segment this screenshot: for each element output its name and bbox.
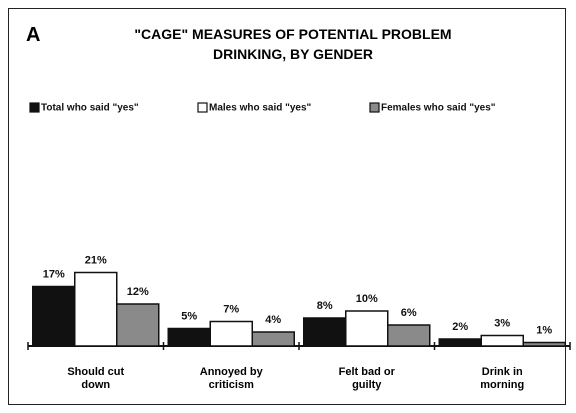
x-label-box: Annoyed by criticism (199, 366, 263, 391)
chart-title: "CAGE" MEASURES OF POTENTIAL PROBLEM DRI… (134, 26, 452, 62)
bar (209, 320, 253, 347)
value-label: 4% (265, 314, 281, 326)
value-label: 8% (317, 300, 333, 312)
frame (8, 8, 566, 405)
bar (32, 285, 76, 347)
x-label-box: Drink in morning (480, 366, 525, 391)
x-tick-label: Drink in morning (480, 366, 525, 391)
value-label: 5% (181, 310, 197, 322)
bar (303, 317, 347, 347)
value-label: 3% (494, 317, 510, 329)
bar (438, 338, 482, 347)
legend-label: Females who said "yes" (381, 103, 496, 114)
legend-swatch (197, 102, 208, 113)
value-label: 7% (223, 303, 239, 315)
legend-label: Total who said "yes" (41, 103, 139, 114)
legend-label: Males who said "yes" (209, 103, 312, 114)
bar (387, 324, 431, 347)
bar (74, 271, 118, 347)
value-label: 10% (356, 293, 378, 305)
value-label: 1% (536, 324, 552, 336)
x-tick-label: Should cut down (67, 366, 125, 391)
value-label: 6% (401, 307, 417, 319)
x-label-box: Felt bad or guilty (338, 366, 395, 391)
x-tick-label: Felt bad or guilty (338, 366, 395, 391)
legend-swatch (29, 102, 40, 113)
bar (116, 303, 160, 347)
value-label: 21% (85, 254, 107, 266)
value-label: 2% (452, 321, 468, 333)
value-label: 12% (127, 286, 149, 298)
bar (480, 334, 524, 347)
value-label: 17% (43, 268, 65, 280)
bar (345, 310, 389, 347)
panel-label: A (26, 24, 41, 46)
bar (522, 341, 566, 347)
x-tick-label: Annoyed by criticism (199, 366, 263, 391)
x-label-box: Should cut down (67, 366, 125, 391)
legend-swatch (369, 102, 380, 113)
bar (251, 331, 295, 347)
bar (167, 327, 211, 347)
